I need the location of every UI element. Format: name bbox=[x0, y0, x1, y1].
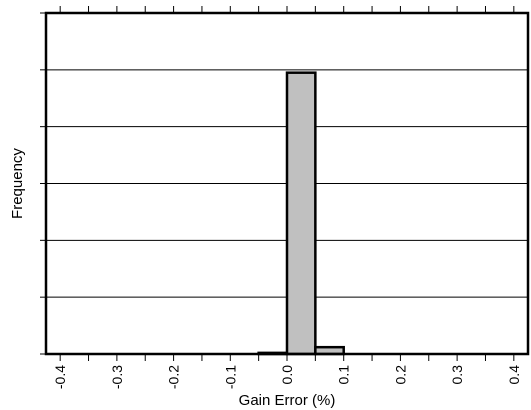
x-tick-label: 0.4 bbox=[506, 365, 522, 385]
x-tick-label: 0.1 bbox=[336, 365, 352, 385]
x-tick-label: -0.2 bbox=[166, 365, 182, 389]
histogram-bar bbox=[285, 71, 317, 356]
x-axis-label: Gain Error (%) bbox=[239, 392, 336, 409]
x-tick-label: -0.3 bbox=[109, 365, 125, 389]
x-tick-label: 0.3 bbox=[449, 365, 465, 385]
x-tick-label: 0.0 bbox=[279, 365, 295, 385]
x-tick-label: -0.4 bbox=[52, 365, 68, 389]
plot-frame bbox=[44, 11, 530, 356]
x-tick-labels: -0.4 -0.3 -0.2 -0.1 0.0 0.1 0.2 0.3 0.4 bbox=[52, 365, 522, 389]
y-axis-label: Frequency bbox=[9, 148, 26, 219]
histogram-bars bbox=[257, 71, 345, 356]
x-tick-label: -0.1 bbox=[222, 365, 238, 389]
x-tick-label: 0.2 bbox=[392, 365, 408, 385]
